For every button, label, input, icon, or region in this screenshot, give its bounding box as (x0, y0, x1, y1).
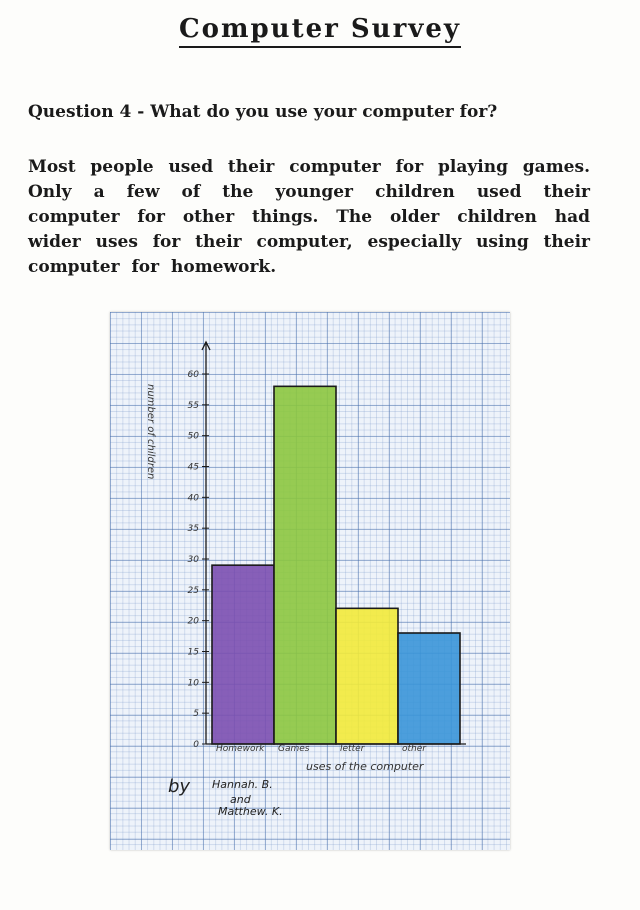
y-tick-label: 35 (188, 524, 200, 534)
bar-games (273, 385, 337, 745)
y-axis-label: number of children (145, 384, 156, 479)
y-axis-arrow (201, 340, 211, 351)
author-credit: by Hannah. B. and Matthew. K. (168, 776, 283, 818)
y-tick-label: 40 (188, 493, 200, 503)
y-tick-label: 20 (188, 617, 200, 627)
y-tick-label: 60 (188, 370, 200, 380)
y-tick-label: 0 (193, 740, 199, 750)
credit-by: by (168, 776, 190, 797)
y-tick-label: 30 (188, 555, 200, 565)
y-tick-label: 10 (188, 678, 200, 688)
y-tick-label: 55 (188, 401, 200, 411)
bar-chart: 0 5 10 15 20 25 30 35 40 45 50 55 60 Homework Games le… (145, 340, 466, 818)
graph-paper: 0 5 10 15 20 25 30 35 40 45 50 55 60 Homework Games le… (110, 312, 510, 850)
credit-and: and (230, 793, 252, 806)
bar-other (397, 632, 461, 745)
y-tick-label: 25 (188, 586, 200, 596)
y-tick-label: 15 (188, 648, 200, 658)
y-tick-label: 50 (188, 432, 200, 442)
page-title-wrap: Computer Survey (0, 14, 640, 48)
credit-name-1: Hannah. B. (212, 778, 273, 791)
page-title: Computer Survey (178, 14, 462, 48)
x-tick-label: other (402, 744, 427, 754)
x-tick-label: letter (340, 744, 366, 754)
x-tick-label: Homework (216, 744, 265, 754)
summary-paragraph: Most people used their computer for play… (28, 157, 590, 277)
x-axis-label: uses of the computer (306, 760, 425, 773)
bar-homework (211, 564, 275, 745)
credit-name-2: Matthew. K. (218, 805, 283, 818)
x-tick-label: Games (278, 744, 310, 754)
bar-letter (335, 607, 399, 745)
y-tick-label: 5 (193, 709, 199, 719)
y-tick-label: 45 (188, 463, 200, 473)
question-heading: Question 4 - What do you use your comput… (28, 102, 498, 122)
